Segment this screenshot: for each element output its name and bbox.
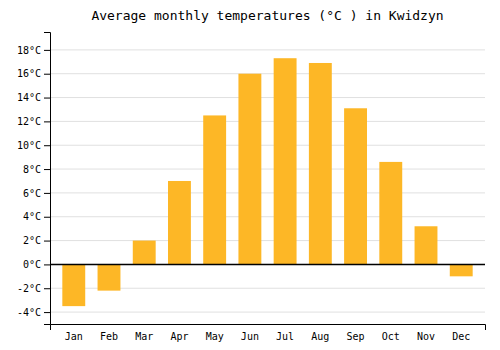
y-tick-mark xyxy=(44,145,50,146)
bar xyxy=(274,58,297,264)
y-tick-label: 2°C xyxy=(23,235,41,246)
y-tick-mark xyxy=(44,264,50,265)
x-tick-label: Nov xyxy=(417,331,435,342)
y-tick-label: 6°C xyxy=(23,188,41,199)
x-tick-label: Sep xyxy=(347,331,365,342)
bar xyxy=(62,264,85,306)
grid-line xyxy=(50,192,485,193)
x-tick: Jun xyxy=(241,331,259,342)
y-tick-mark xyxy=(44,169,50,170)
y-tick-mark xyxy=(44,121,50,122)
bar xyxy=(415,226,438,264)
grid-line xyxy=(50,264,485,265)
y-tick-mark xyxy=(44,74,50,75)
y-tick: 8°C xyxy=(23,164,50,175)
y-tick-label: 12°C xyxy=(17,116,41,127)
bar xyxy=(450,264,473,276)
bar xyxy=(168,181,191,264)
bars xyxy=(50,58,485,306)
x-tick-label: Dec xyxy=(452,331,470,342)
y-tick: 14°C xyxy=(17,92,50,103)
y-tick-label: -4°C xyxy=(17,307,41,318)
x-tick: Oct xyxy=(382,331,400,342)
bar xyxy=(203,115,226,264)
x-tick-label: Feb xyxy=(100,331,118,342)
x-tick: Jan xyxy=(65,331,83,342)
grid-line xyxy=(50,216,485,217)
grid-line xyxy=(50,312,485,313)
y-tick: 0°C xyxy=(23,259,50,270)
y-tick-label: -2°C xyxy=(17,283,41,294)
x-tick-label: Jan xyxy=(65,331,83,342)
y-tick-mark xyxy=(44,217,50,218)
y-tick-mark xyxy=(44,241,50,242)
y-tick-label: 16°C xyxy=(17,68,41,79)
plot: -4°C -2°C 0°C 2°C 4°C 6°C 8°C 10°C 12°C 14°C 16°C 1… xyxy=(17,33,486,343)
x-tick: May xyxy=(206,331,224,342)
x-tick: Jul xyxy=(276,331,294,342)
grid-line xyxy=(50,145,485,146)
y-tick: 16°C xyxy=(17,68,50,79)
y-axis: -4°C -2°C 0°C 2°C 4°C 6°C 8°C 10°C 12°C 14°C 16°C 1… xyxy=(17,33,51,325)
x-axis-line xyxy=(51,325,486,331)
y-tick-label: 0°C xyxy=(23,259,41,270)
y-tick: 12°C xyxy=(17,116,50,127)
chart-svg: Average monthly temperatures (°C ) in Kw… xyxy=(0,0,500,350)
y-tick-mark xyxy=(44,193,50,194)
grid-line xyxy=(50,97,485,98)
grid-line xyxy=(50,169,485,170)
bar xyxy=(98,264,121,290)
y-tick-label: 14°C xyxy=(17,92,41,103)
x-tick-label: Jul xyxy=(276,331,294,342)
bar xyxy=(344,108,367,264)
grid xyxy=(50,50,485,312)
y-tick-mark xyxy=(44,288,50,289)
bar xyxy=(309,63,332,264)
y-tick: 2°C xyxy=(23,235,50,246)
x-tick: Apr xyxy=(170,331,188,342)
y-tick-label: 10°C xyxy=(17,140,41,151)
x-tick-label: Mar xyxy=(135,331,153,342)
y-tick-mark xyxy=(44,50,50,51)
grid-line xyxy=(50,49,485,50)
x-tick-label: Jun xyxy=(241,331,259,342)
chart-title: Average monthly temperatures (°C ) in Kw… xyxy=(91,8,443,23)
x-axis: Jan Feb Mar Apr May Jun Jul Aug Sep Oct Nov Dec xyxy=(51,325,486,343)
x-tick: Dec xyxy=(452,331,470,342)
x-tick: Aug xyxy=(311,331,329,342)
zero-line xyxy=(50,264,485,266)
x-tick: Feb xyxy=(100,331,118,342)
y-tick: 6°C xyxy=(23,188,50,199)
y-tick: 4°C xyxy=(23,211,50,222)
bar xyxy=(133,241,156,265)
bar xyxy=(238,74,261,265)
y-tick-mark xyxy=(44,312,50,313)
y-tick: 18°C xyxy=(17,45,50,56)
y-tick-mark xyxy=(44,98,50,99)
y-tick: -4°C xyxy=(17,307,50,318)
x-tick-label: Oct xyxy=(382,331,400,342)
y-axis-line xyxy=(44,33,51,325)
y-tick-label: 4°C xyxy=(23,211,41,222)
grid-line xyxy=(50,73,485,74)
bar xyxy=(379,162,402,264)
x-tick: Sep xyxy=(347,331,365,342)
grid-line xyxy=(50,121,485,122)
x-tick-label: May xyxy=(206,331,224,342)
x-tick-label: Aug xyxy=(311,331,329,342)
y-tick-label: 18°C xyxy=(17,45,41,56)
y-tick: 10°C xyxy=(17,140,50,151)
y-tick-label: 8°C xyxy=(23,164,41,175)
y-tick: -2°C xyxy=(17,283,50,294)
x-tick: Nov xyxy=(417,331,435,342)
x-tick-label: Apr xyxy=(170,331,188,342)
x-tick: Mar xyxy=(135,331,153,342)
